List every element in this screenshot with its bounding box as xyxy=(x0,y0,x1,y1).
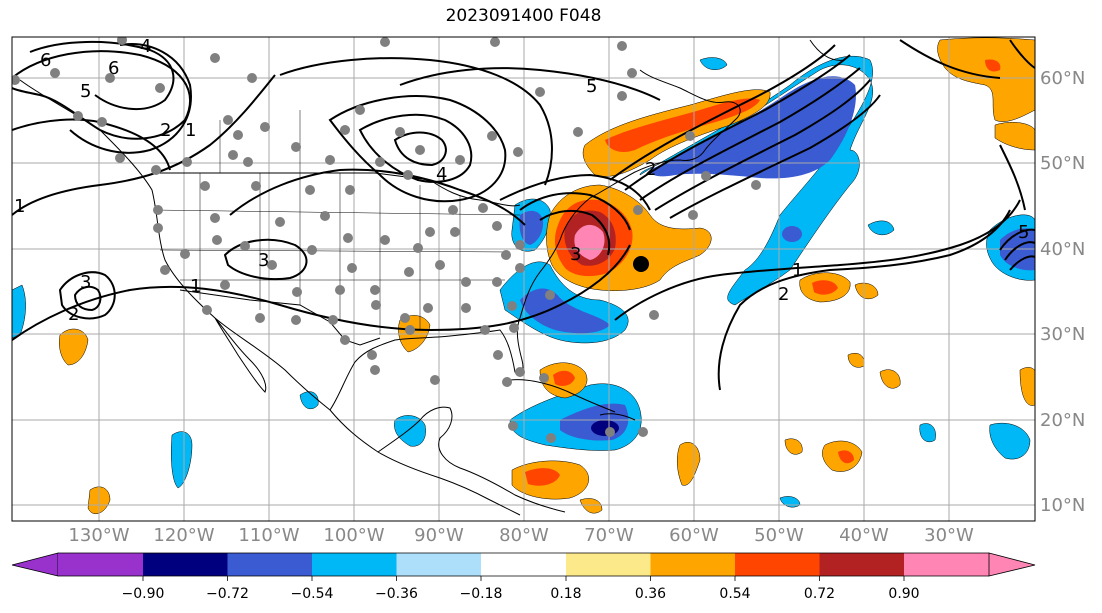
coastlines xyxy=(19,39,846,516)
contour-label: 1 xyxy=(185,120,196,141)
colorbar-tick-label: 0.36 xyxy=(635,586,666,602)
colorbar-tick-label: −0.90 xyxy=(122,586,165,602)
contour-label: 1 xyxy=(792,260,803,281)
colorbar-extend-high xyxy=(988,552,1036,577)
latitude-labels: 60°N 50°N 40°N 30°N 20°N 10°N xyxy=(1040,68,1085,516)
colorbar-tick-label: −0.36 xyxy=(375,586,418,602)
colorbar-swatch xyxy=(58,553,143,576)
lat-label: 20°N xyxy=(1040,410,1085,431)
colorbar-tick-label: 0.18 xyxy=(550,586,581,602)
contour-label: 5 xyxy=(1018,222,1029,243)
station-markers xyxy=(12,37,761,443)
lon-label: 40°W xyxy=(839,525,889,546)
contour-label: 6 xyxy=(108,58,119,79)
positive-anomaly-fills xyxy=(59,37,1035,515)
lon-label: 70°W xyxy=(584,525,634,546)
lon-label: 50°W xyxy=(754,525,804,546)
contour-labels: 6 6 5 2 1 1 3 3 2 1 5 4 2 3 1 2 5 4 xyxy=(14,36,1029,325)
lon-label: 30°W xyxy=(924,525,974,546)
lon-label: 90°W xyxy=(414,525,464,546)
lat-label: 60°N xyxy=(1040,68,1085,89)
lat-label: 30°N xyxy=(1040,324,1085,345)
contour-label: 5 xyxy=(80,81,91,102)
colorbar-tick-label: −0.72 xyxy=(206,586,249,602)
contour-label: 4 xyxy=(140,36,151,57)
colorbar-tick-label: −0.54 xyxy=(291,586,334,602)
colorbar-swatch xyxy=(650,553,735,576)
colorbar-swatch xyxy=(566,553,651,576)
colorbar-tick-label: 0.72 xyxy=(804,586,835,602)
colorbar-swatch xyxy=(481,553,566,576)
contour-label: 2 xyxy=(778,284,789,305)
colorbar-tick-label: 0.54 xyxy=(719,586,750,602)
lon-label: 80°W xyxy=(499,525,549,546)
map-title: 2023091400 F048 xyxy=(445,6,602,26)
contour-label: 1 xyxy=(14,196,25,217)
colorbar: −0.90 −0.72 −0.54 −0.36 −0.18 0.18 0.36 … xyxy=(11,552,1036,602)
contour-label: 2 xyxy=(645,159,656,180)
longitude-labels: 130°W 120°W 110°W 100°W 90°W 80°W 70°W 6… xyxy=(68,525,974,546)
colorbar-swatch xyxy=(735,553,820,576)
admin-borders xyxy=(154,110,521,335)
colorbar-swatch xyxy=(227,553,312,576)
lon-label: 110°W xyxy=(238,525,299,546)
colorbar-swatch xyxy=(819,553,904,576)
lat-label: 40°N xyxy=(1040,239,1085,260)
contour-label: 4 xyxy=(436,164,447,185)
contour-label: 3 xyxy=(570,244,581,265)
colorbar-swatch xyxy=(312,553,397,576)
contour-label: 6 xyxy=(40,50,51,71)
lat-label: 50°N xyxy=(1040,153,1085,174)
contour-label: 5 xyxy=(586,76,597,97)
contour-label: 3 xyxy=(258,250,269,271)
colorbar-tick-label: −0.18 xyxy=(460,586,503,602)
plot-frame xyxy=(11,36,1036,522)
colorbar-tick-label: 0.90 xyxy=(888,586,919,602)
lat-label: 10°N xyxy=(1040,495,1085,516)
colorbar-swatch xyxy=(904,553,989,576)
contour-label: 3 xyxy=(80,272,91,293)
contour-label: 2 xyxy=(160,120,171,141)
lon-label: 120°W xyxy=(153,525,214,546)
map-plot-area: 6 6 5 2 1 1 3 3 2 1 5 4 2 3 1 2 5 4 xyxy=(12,36,1035,521)
contour-label: 1 xyxy=(190,276,201,297)
colorbar-swatch xyxy=(143,553,228,576)
contour-label: 2 xyxy=(68,304,79,325)
colorbar-swatch xyxy=(396,553,481,576)
lon-label: 60°W xyxy=(669,525,719,546)
colorbar-extend-low xyxy=(11,552,59,577)
lon-label: 130°W xyxy=(68,525,129,546)
storm-center-marker xyxy=(633,256,649,272)
lon-label: 100°W xyxy=(323,525,384,546)
